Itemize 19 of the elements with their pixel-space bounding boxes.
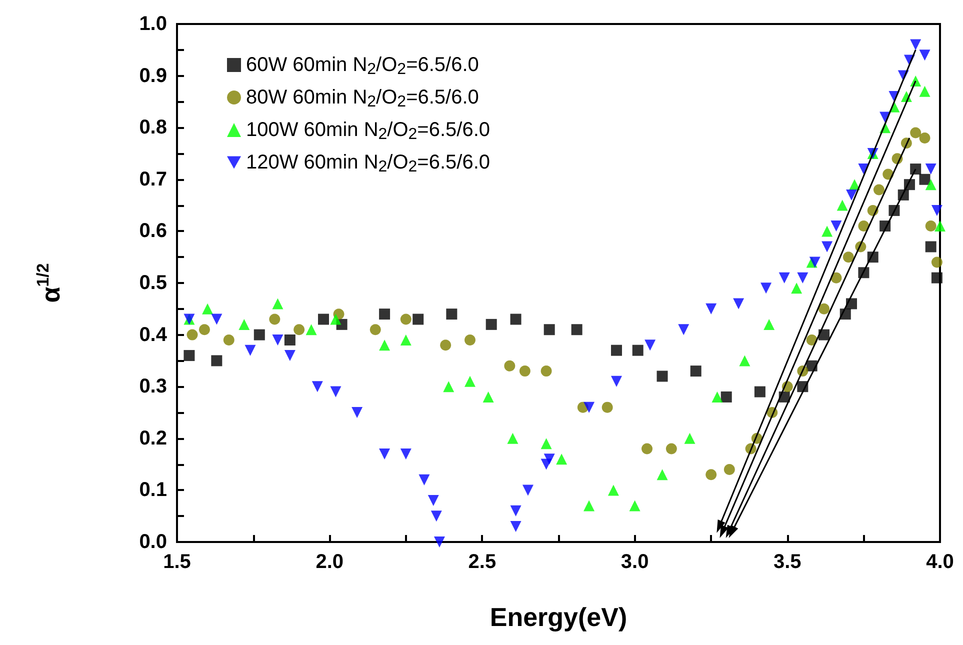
y-tick-label: 0.8 bbox=[139, 116, 167, 139]
y-tick-label: 0.4 bbox=[139, 324, 168, 346]
y-tick-label: 0.5 bbox=[139, 272, 167, 294]
y-tick-label: 0.3 bbox=[139, 376, 167, 398]
x-tick-label: 3.0 bbox=[620, 551, 649, 573]
y-tick-label: 0.7 bbox=[139, 168, 167, 190]
y-tick-label: 0.0 bbox=[139, 531, 167, 553]
x-tick-label: 4.0 bbox=[926, 551, 954, 573]
x-tick-label: 2.5 bbox=[468, 551, 496, 573]
y-tick-label: 1.0 bbox=[139, 13, 167, 35]
y-tick-label: 0.2 bbox=[139, 427, 167, 450]
y-tick-label: 0.9 bbox=[139, 64, 167, 87]
y-tick-label: 0.6 bbox=[139, 220, 167, 242]
x-tick-label: 1.5 bbox=[163, 551, 191, 573]
y-axis-title: α1/2 bbox=[33, 263, 66, 303]
x-tick-label: 2.0 bbox=[316, 551, 344, 573]
x-tick-label: 3.5 bbox=[773, 551, 802, 573]
x-axis-title: Energy(eV) bbox=[490, 602, 628, 632]
y-tick-label: 0.1 bbox=[139, 479, 167, 502]
